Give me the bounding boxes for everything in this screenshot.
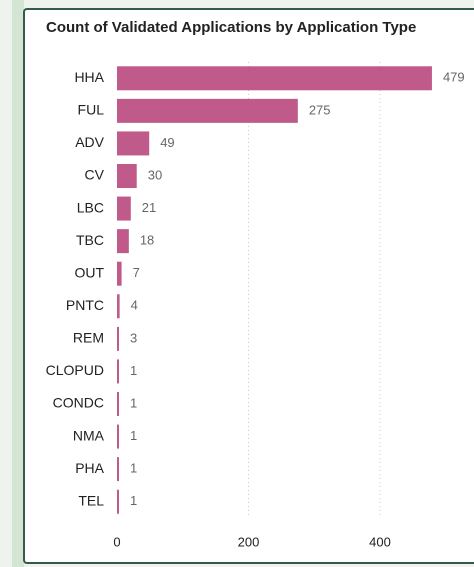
- x-tick-label: 200: [238, 534, 260, 549]
- bar: [117, 229, 129, 254]
- y-tick-label: TBC: [76, 232, 104, 248]
- bar: [117, 424, 119, 449]
- value-label: 21: [142, 200, 156, 215]
- y-tick-label: NMA: [73, 427, 105, 443]
- y-tick-label: REM: [73, 330, 104, 346]
- bar: [117, 98, 298, 123]
- bar: [117, 326, 119, 351]
- value-label: 1: [130, 493, 137, 508]
- bar: [117, 457, 119, 482]
- value-label: 275: [309, 102, 331, 117]
- value-label: 30: [148, 167, 162, 182]
- x-tick-label: 0: [113, 534, 120, 549]
- value-label: 3: [130, 330, 137, 345]
- bar: [117, 131, 150, 156]
- bar: [117, 196, 131, 221]
- y-tick-label: OUT: [74, 264, 104, 280]
- y-tick-label: HHA: [74, 69, 104, 85]
- bar: [117, 164, 137, 188]
- value-label: 4: [131, 298, 138, 313]
- value-label: 1: [130, 428, 137, 443]
- bar: [117, 489, 119, 514]
- bar: [117, 392, 119, 416]
- bar: [117, 261, 122, 286]
- y-tick-label: CLOPUD: [46, 362, 104, 378]
- chart-title: Count of Validated Applications by Appli…: [46, 19, 416, 36]
- bar: [117, 294, 120, 319]
- bar: [117, 66, 432, 91]
- y-tick-label: TEL: [78, 492, 104, 508]
- y-tick-label: FUL: [78, 102, 105, 118]
- value-label: 18: [140, 233, 154, 248]
- value-label: 7: [133, 265, 140, 280]
- y-tick-label: ADV: [75, 134, 104, 150]
- side-strip: [12, 0, 24, 567]
- y-tick-label: PNTC: [66, 297, 104, 313]
- x-tick-label: 400: [369, 534, 391, 549]
- y-tick-label: PHA: [75, 460, 104, 476]
- value-label: 479: [443, 70, 465, 85]
- y-tick-label: CV: [85, 167, 105, 183]
- value-label: 1: [130, 395, 137, 410]
- bar: [117, 359, 119, 384]
- y-tick-label: CONDC: [53, 395, 104, 411]
- y-tick-label: LBC: [77, 199, 104, 215]
- value-label: 1: [130, 363, 137, 378]
- value-label: 49: [160, 135, 174, 150]
- value-label: 1: [130, 461, 137, 476]
